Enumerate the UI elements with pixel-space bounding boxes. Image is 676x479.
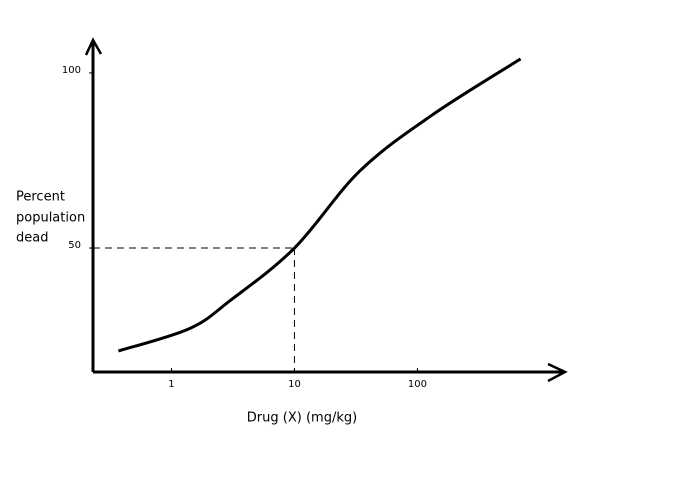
y-axis-arrow (84, 37, 103, 56)
x-axis-label: Drug (X) (mg/kg) (247, 411, 357, 426)
curve (117, 57, 522, 353)
x-tick-label: 100 (408, 379, 427, 390)
x-tick-label: 1 (168, 379, 174, 390)
y-tick-label: 50 (68, 240, 81, 251)
x-tick-label: 10 (288, 379, 301, 390)
y-axis-label: Percent (16, 190, 65, 205)
y-axis-label: population (16, 211, 85, 226)
x-axis-arrow (547, 362, 568, 383)
y-tick-label: 100 (62, 65, 81, 76)
y-axis-label: dead (16, 231, 48, 246)
